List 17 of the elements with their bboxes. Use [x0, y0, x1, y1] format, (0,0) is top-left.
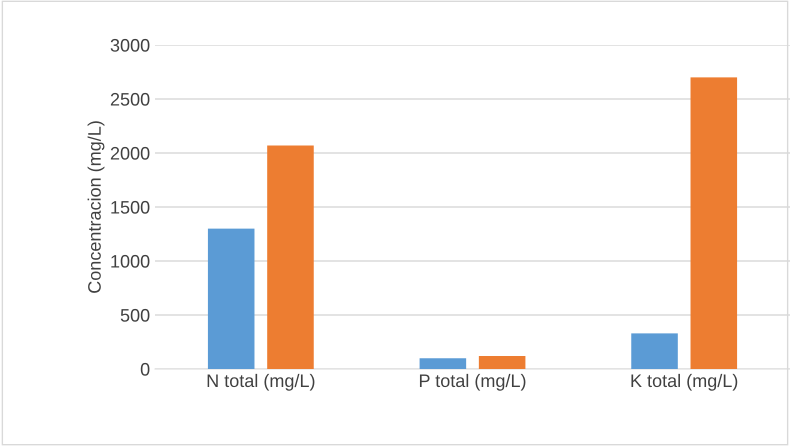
bar	[420, 358, 466, 369]
x-tick-label: P total (mg/L)	[420, 374, 526, 391]
y-tick-label: 0	[140, 362, 150, 376]
x-tick-label: K total (mg/L)	[631, 374, 738, 391]
y-tick-label: 3000	[110, 38, 150, 52]
x-tick-label: N total (mg/L)	[208, 374, 314, 391]
bar	[690, 77, 738, 369]
y-axis-title: Concentracion (mg/L)	[88, 121, 104, 293]
y-tick-label: 2500	[110, 92, 150, 106]
bar	[208, 228, 254, 369]
y-tick-label: 1500	[111, 200, 150, 214]
bar	[267, 145, 314, 369]
bar	[478, 356, 526, 369]
y-tick-label: 1000	[111, 254, 150, 268]
bar	[631, 333, 678, 369]
y-tick-label: 500	[120, 308, 150, 322]
y-tick-label: 2000	[110, 146, 150, 160]
